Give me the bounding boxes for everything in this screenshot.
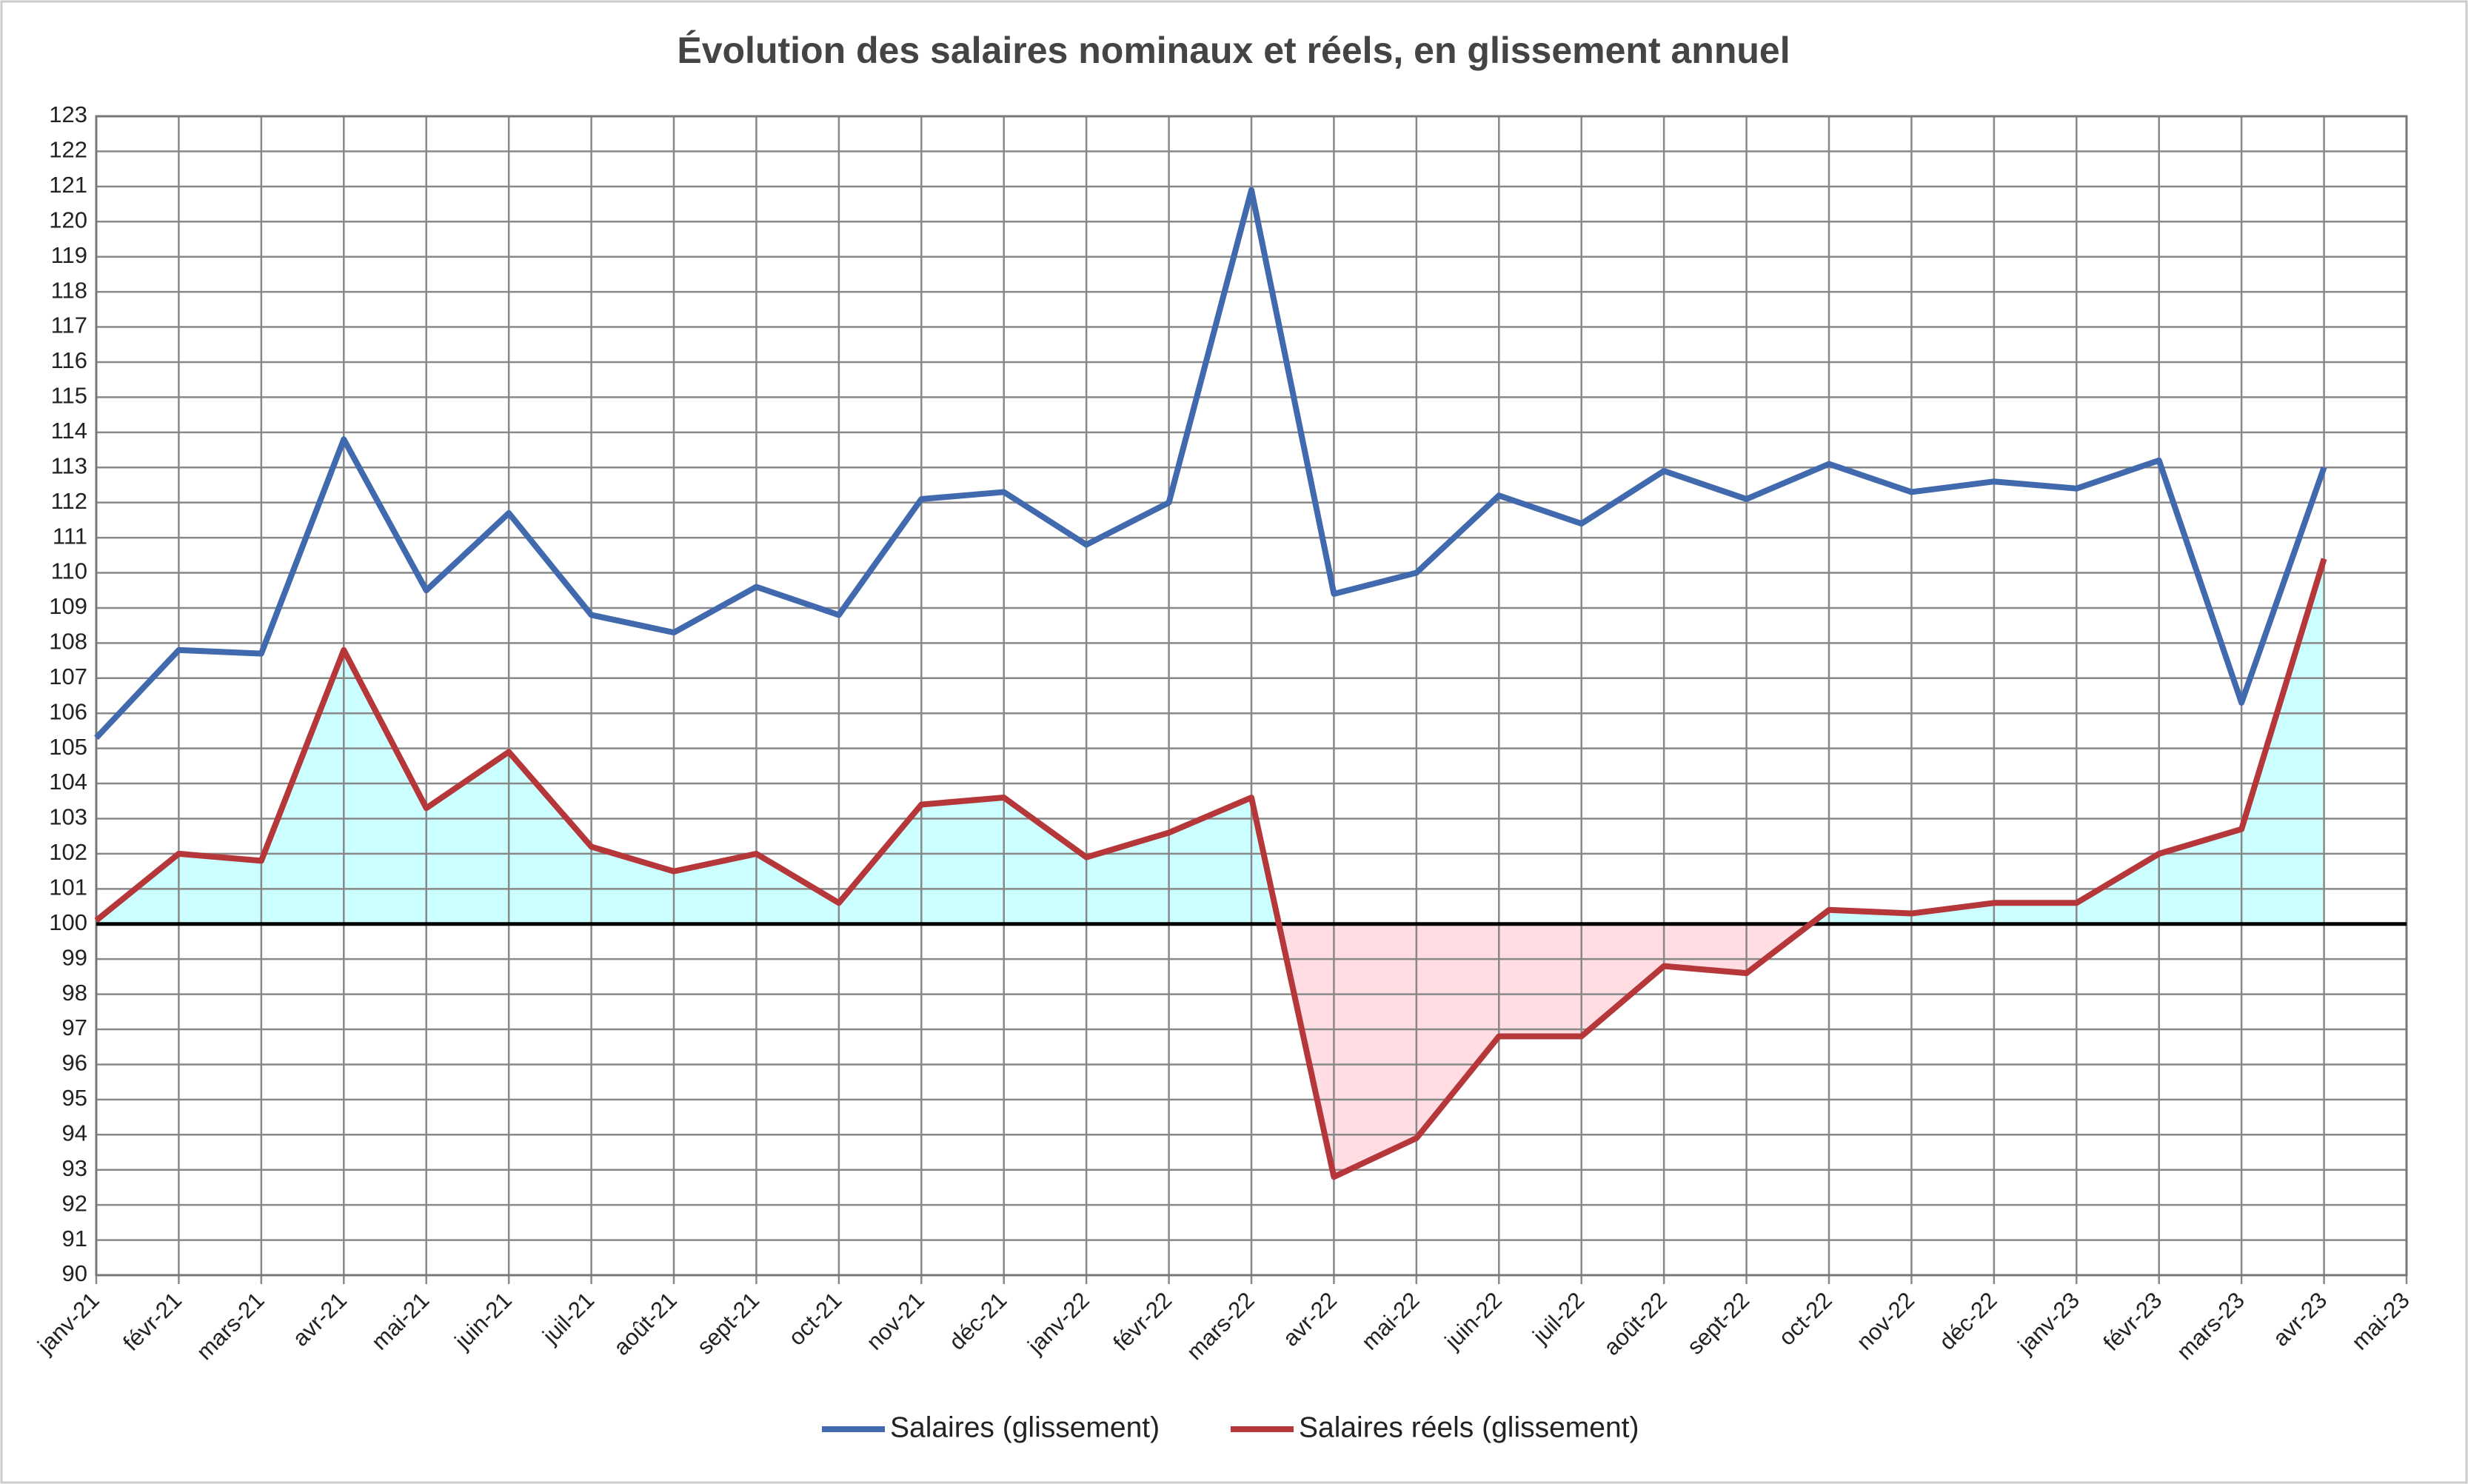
y-tick-label: 106 bbox=[49, 698, 87, 724]
area-above bbox=[96, 558, 2324, 924]
series-line bbox=[94, 558, 2327, 1180]
y-tick-label: 92 bbox=[62, 1190, 87, 1216]
y-tick-label: 90 bbox=[62, 1260, 87, 1286]
series-line bbox=[94, 187, 2327, 741]
y-tick-label: 121 bbox=[49, 172, 87, 198]
y-tick-label: 98 bbox=[62, 980, 87, 1006]
y-tick-label: 93 bbox=[62, 1155, 87, 1181]
y-tick-label: 120 bbox=[49, 207, 87, 233]
y-tick-label: 102 bbox=[49, 839, 87, 865]
legend-label: Salaires (glissement) bbox=[890, 1411, 1160, 1443]
y-tick-label: 94 bbox=[62, 1120, 87, 1146]
y-tick-label: 95 bbox=[62, 1085, 87, 1111]
y-tick-label: 123 bbox=[49, 101, 87, 127]
y-tick-label: 111 bbox=[53, 523, 87, 549]
y-tick-label: 99 bbox=[62, 944, 87, 970]
legend-label: Salaires réels (glissement) bbox=[1299, 1411, 1639, 1443]
plot-border bbox=[95, 115, 2408, 1277]
y-tick-label: 105 bbox=[49, 734, 87, 760]
y-tick-label: 101 bbox=[49, 875, 87, 900]
y-tick-label: 114 bbox=[51, 418, 87, 444]
y-tick-label: 100 bbox=[49, 909, 87, 935]
y-tick-label: 108 bbox=[49, 629, 87, 655]
y-tick-label: 96 bbox=[62, 1050, 87, 1076]
y-tick-label: 115 bbox=[51, 383, 87, 409]
y-tick-label: 118 bbox=[51, 277, 87, 303]
y-tick-label: 116 bbox=[51, 347, 87, 373]
y-tick-label: 110 bbox=[51, 558, 87, 584]
y-tick-label: 122 bbox=[49, 137, 87, 163]
y-tick-label: 103 bbox=[49, 804, 87, 830]
y-tick-label: 119 bbox=[51, 242, 87, 268]
y-tick-label: 97 bbox=[62, 1015, 87, 1040]
y-tick-label: 117 bbox=[51, 312, 87, 338]
chart-title: Évolution des salaires nominaux et réels… bbox=[677, 30, 1790, 71]
y-tick-label: 104 bbox=[49, 769, 87, 795]
y-tick-label: 91 bbox=[62, 1226, 87, 1251]
y-tick-label: 107 bbox=[49, 664, 87, 689]
y-tick-label: 109 bbox=[49, 593, 87, 619]
y-tick-label: 113 bbox=[51, 452, 87, 478]
y-tick-label: 112 bbox=[51, 488, 87, 514]
